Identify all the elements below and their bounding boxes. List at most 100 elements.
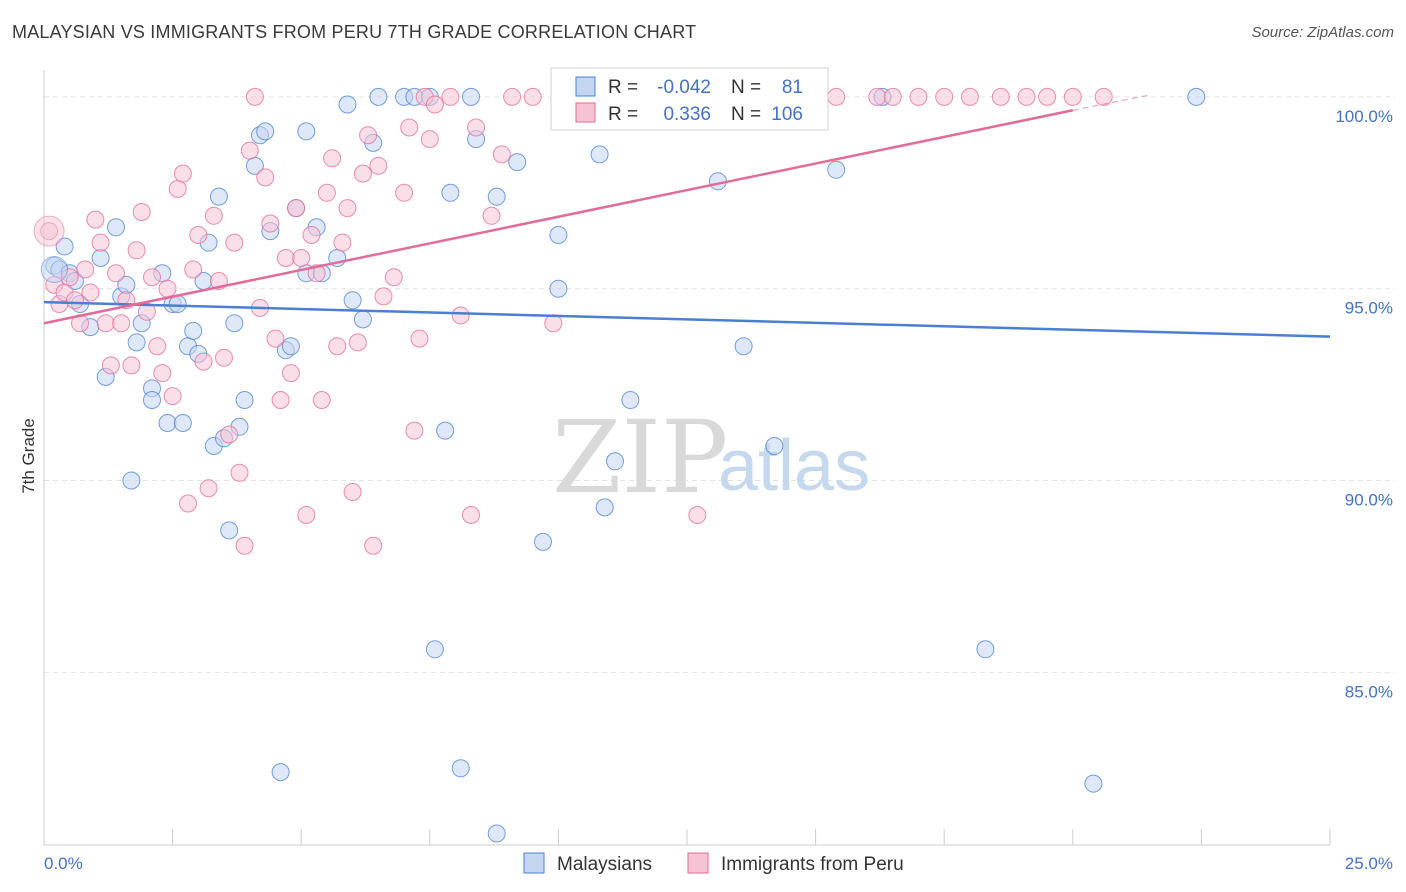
point-malaysians-23 — [184, 321, 203, 340]
point-peru-54 — [317, 183, 336, 202]
point-peru-32 — [204, 206, 223, 225]
legend-r-label-2: R = — [608, 104, 638, 125]
point-malaysians-9 — [107, 218, 125, 237]
y-axis-title: 7th Grade — [19, 418, 38, 494]
y-tick-label-2: 95.0% — [1345, 299, 1393, 318]
point-peru-60 — [348, 333, 367, 352]
legend-n-value-2: 106 — [771, 104, 803, 125]
point-malaysians-73 — [734, 337, 753, 356]
point-peru-49 — [292, 249, 311, 267]
point-peru-76 — [462, 506, 480, 524]
point-malaysians-68 — [590, 145, 609, 164]
point-peru-53 — [312, 391, 331, 409]
point-peru-20 — [143, 268, 161, 287]
trend-lines — [43, 94, 1331, 338]
point-malaysians-75 — [765, 437, 784, 455]
point-peru-96 — [868, 87, 887, 106]
point-peru-9 — [86, 210, 105, 229]
point-malaysians-47 — [338, 95, 357, 114]
point-peru-89 — [688, 506, 707, 524]
point-peru-26 — [173, 164, 192, 183]
legend-r-label-1: R = — [608, 77, 638, 98]
point-peru-16 — [122, 356, 141, 375]
point-peru-37 — [230, 463, 249, 482]
point-malaysians-64 — [534, 532, 552, 551]
point-malaysians-36 — [256, 122, 275, 141]
point-malaysians-55 — [425, 640, 444, 659]
point-peru-18 — [132, 203, 151, 221]
series-legend-label-malaysians: Malaysians — [557, 854, 652, 875]
point-malaysians-62 — [487, 187, 506, 206]
point-malaysians-57 — [441, 183, 460, 202]
point-peru-11 — [96, 314, 115, 333]
watermark-zip: ZIP — [552, 399, 728, 516]
point-malaysians-76 — [827, 160, 846, 179]
point-malaysians-16 — [143, 391, 161, 409]
point-peru-52 — [307, 264, 326, 283]
y-tick-label-0: 85.0% — [1345, 682, 1393, 701]
point-peru-98 — [909, 87, 928, 106]
legend-n-label-1: N = — [731, 77, 761, 98]
trend-line-peru-extension — [1072, 94, 1151, 111]
point-malaysians-63 — [508, 153, 527, 172]
watermark: ZIP atlas — [552, 399, 870, 516]
point-peru-95 — [827, 87, 846, 106]
gridlines — [44, 96, 1395, 673]
point-peru-59 — [343, 483, 362, 501]
point-peru-63 — [364, 536, 383, 555]
point-peru-28 — [184, 260, 203, 279]
point-malaysians-31 — [225, 314, 244, 333]
point-peru-19 — [137, 302, 156, 321]
point-peru-74 — [441, 87, 460, 106]
legend-n-label-2: N = — [731, 104, 761, 125]
point-peru-25 — [168, 179, 187, 198]
point-malaysians-69 — [595, 498, 614, 517]
point-peru-81 — [523, 87, 542, 106]
point-peru-100 — [960, 87, 979, 106]
watermark-atlas: atlas — [718, 426, 870, 506]
point-peru-51 — [302, 226, 321, 244]
point-peru-34 — [215, 348, 233, 367]
point-peru-56 — [328, 337, 347, 356]
point-peru-79 — [492, 145, 511, 164]
point-peru-45 — [271, 391, 290, 409]
point-peru-7 — [76, 260, 95, 279]
point-malaysians-large — [40, 256, 68, 284]
point-peru-103 — [1038, 87, 1057, 106]
point-peru-101 — [991, 87, 1010, 106]
chart-source: Source: ZipAtlas.com — [1251, 24, 1394, 41]
point-peru-57 — [333, 233, 352, 252]
point-malaysians-61 — [487, 824, 506, 843]
point-peru-29 — [189, 226, 208, 244]
point-peru-66 — [384, 268, 403, 287]
data-points — [33, 87, 1206, 843]
point-malaysians-70 — [606, 452, 624, 471]
point-peru-58 — [338, 199, 357, 218]
point-peru-46 — [276, 249, 295, 267]
point-peru-55 — [323, 149, 342, 168]
point-peru-99 — [935, 87, 954, 106]
series-legend-swatch-malaysians — [523, 852, 545, 874]
point-peru-21 — [148, 337, 167, 356]
point-peru-65 — [374, 287, 393, 306]
point-peru-64 — [369, 156, 388, 175]
point-peru-30 — [194, 352, 213, 371]
trend-line-malaysians — [43, 300, 1331, 338]
series-legend: Malaysians Immigrants from Peru — [523, 852, 904, 875]
point-peru-48 — [287, 199, 306, 218]
point-malaysians-33 — [235, 391, 254, 409]
legend-r-value-1: -0.042 — [657, 77, 711, 98]
point-peru-22 — [153, 364, 172, 383]
point-peru-17 — [127, 241, 146, 260]
point-malaysians-66 — [549, 226, 568, 244]
axes — [43, 70, 1331, 846]
point-malaysians-58 — [451, 759, 470, 778]
point-peru-8 — [81, 283, 100, 302]
point-peru-70 — [410, 329, 429, 348]
point-malaysians-18 — [158, 414, 177, 432]
point-malaysians-49 — [353, 310, 372, 329]
point-peru-61 — [353, 164, 372, 183]
point-peru-68 — [400, 118, 419, 137]
point-malaysians-71 — [621, 391, 640, 409]
point-peru-73 — [425, 95, 444, 114]
